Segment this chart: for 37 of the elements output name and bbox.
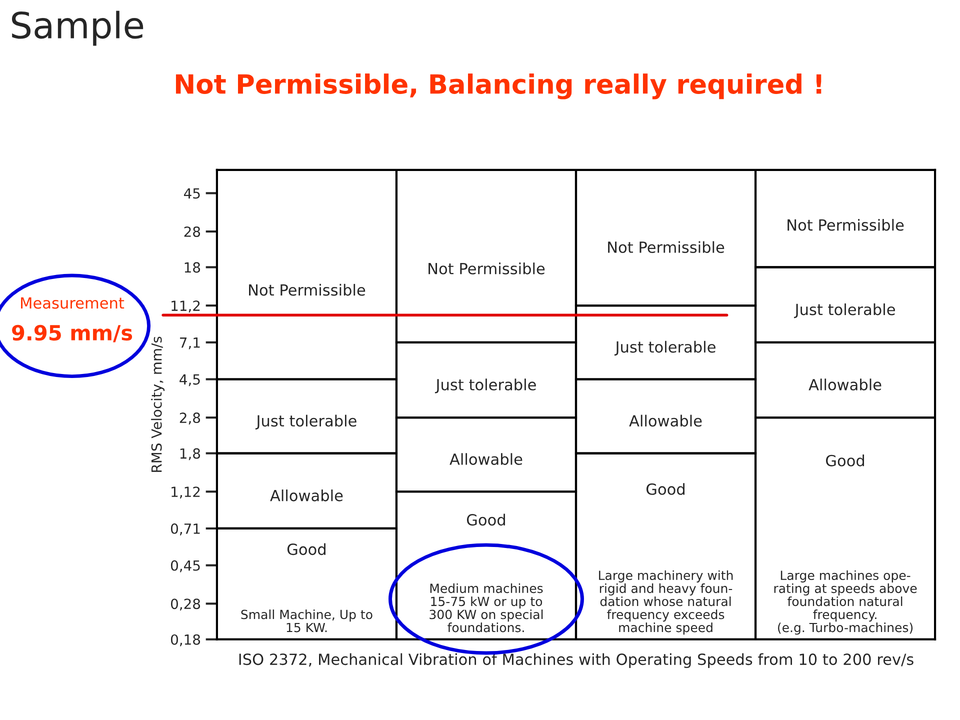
y-tick-label: 0,18 (170, 634, 200, 646)
x-tick-label: Small Machine, Up to 15 KW. (241, 610, 372, 632)
text: Allowable (270, 489, 343, 502)
y-tick-label: 0,45 (170, 560, 200, 572)
y-tick-label: 11,2 (172, 300, 200, 312)
text: Allowable (450, 453, 522, 465)
series-label: Allowable (629, 414, 702, 427)
y-tick-label: 1,12 (172, 486, 200, 499)
chart-subtitle: Not Permissible, Balancing really required ! (176, 74, 822, 100)
chart-title: Sample (12, 10, 144, 46)
y-tick-label: 7,1 (180, 338, 200, 350)
text: Just tolerable (255, 414, 356, 430)
ref-line-label: Measurement 9.95 mm/s (12, 297, 132, 342)
x-tick-label: Medium machines 15-75 kW or up to 300 KW on special foundations. (430, 583, 543, 632)
series-label: Just tolerable (614, 340, 716, 356)
text: Just tolerable (434, 378, 536, 394)
y-tick-label: 2,8 (180, 412, 200, 424)
y-tick-label: 4,5 (180, 374, 200, 386)
y-tick-label: 45 (184, 188, 200, 199)
y-tick-label: 18 (184, 262, 200, 273)
text: Allowable (808, 378, 882, 390)
text: Just tolerable (794, 303, 895, 318)
y-tick-label: 1,8 (180, 448, 200, 460)
text: Not Permissible (428, 262, 545, 274)
series-label: Good (287, 543, 326, 556)
text: Good (826, 454, 864, 466)
text: Good (646, 483, 684, 495)
x-tick-label: Large machines ope- rating at speeds above foundation natural frequency. (e.g. Turbo-machines) (774, 570, 917, 635)
text: Good (466, 514, 505, 526)
text: Not Permissible (608, 241, 724, 254)
text: Not Permissible (788, 218, 904, 231)
y-tick-label: 0,28 (170, 598, 200, 611)
y-tick-label: 28 (184, 226, 200, 237)
text: Not Permissible (249, 284, 366, 296)
x-tick-label: Large machinery with rigid and heavy foun- dation whose natural frequency exceeds machine speed (599, 570, 733, 635)
y-tick-label: 0,71 (170, 523, 200, 536)
y-axis-title: RMS Velocity, mm/s (151, 336, 165, 472)
